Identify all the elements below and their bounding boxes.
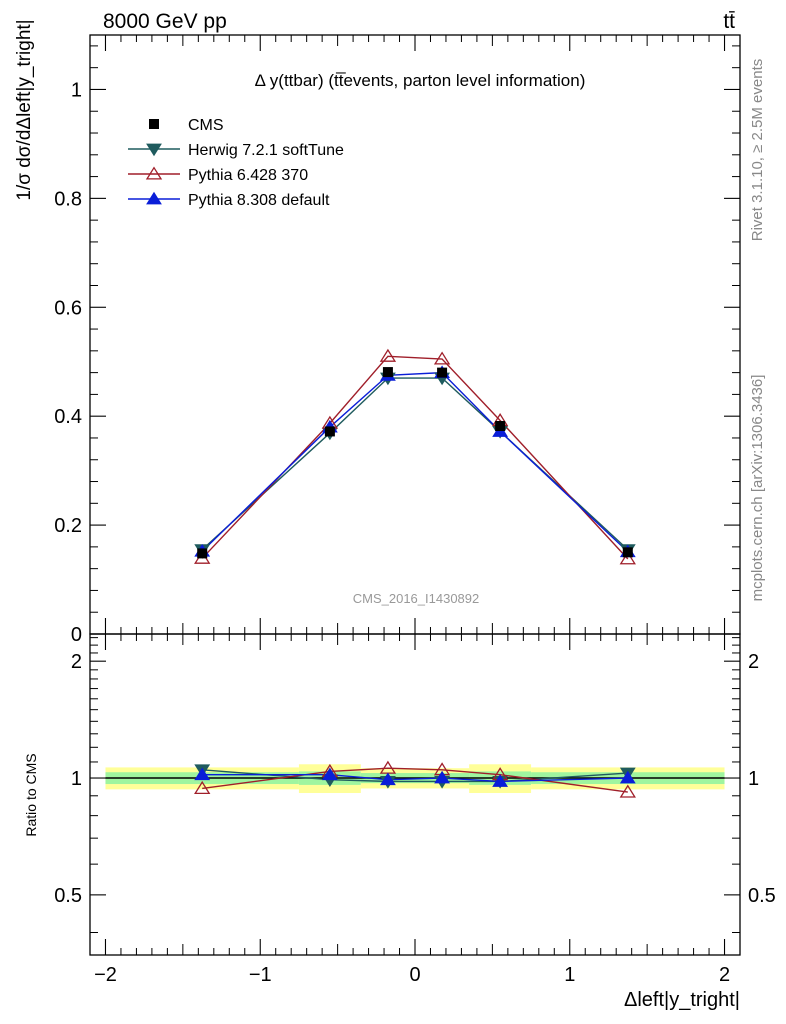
mc-point-marker <box>433 351 451 365</box>
ratio-tick-label-right: 2 <box>748 651 759 673</box>
energy-label: 8000 GeV pp <box>103 10 227 33</box>
data-point-marker <box>495 420 506 431</box>
legend-label: Pythia 8.308 default <box>188 192 330 209</box>
legend: CMS Herwig 7.2.1 softTune Pythia 6.428 370… <box>128 117 344 209</box>
x-tick-label: 1 <box>564 964 575 986</box>
series-lines <box>201 355 629 793</box>
series-markers <box>194 348 636 798</box>
data-point-marker <box>622 547 633 558</box>
mc-point-marker <box>619 551 636 565</box>
x-tick-label: −2 <box>94 964 117 986</box>
ratio-y-axis-label: Ratio to CMS <box>23 753 39 836</box>
data-point-marker <box>382 367 393 378</box>
mc-point-marker <box>619 784 636 798</box>
ratio-tick-label: 1 <box>71 768 82 790</box>
ratio-tick-label-right: 0.5 <box>748 885 776 907</box>
ratio-tick-label: 2 <box>71 651 82 673</box>
legend-label: CMS <box>188 117 224 134</box>
mcplots-label: mcplots.cern.ch [arXiv:1306.3436] <box>749 375 766 602</box>
y-axis-label: 1/σ dσ/dΔleft|y_tright| <box>14 19 35 200</box>
mc-point-marker <box>145 166 163 180</box>
data-point-marker <box>197 548 208 559</box>
mc-point-marker <box>380 772 396 786</box>
mc-point-marker <box>146 191 162 205</box>
ratio-series-line <box>202 769 628 783</box>
series-line <box>201 371 629 553</box>
y-tick-label: 1 <box>71 79 82 101</box>
ratio-tick-label: 0.5 <box>54 885 82 907</box>
ratio-panel-frame <box>89 633 741 956</box>
legend-label: Herwig 7.2.1 softTune <box>188 142 344 159</box>
mc-point-marker <box>379 348 397 362</box>
y-tick-label: 0.4 <box>54 406 82 428</box>
x-tick-label: 0 <box>409 964 420 986</box>
ratio-series-line <box>202 773 628 783</box>
x-tick-label: 2 <box>719 964 730 986</box>
ratio-tick-label-right: 1 <box>748 768 759 790</box>
data-point-marker <box>437 367 448 378</box>
x-axis-label: Δleft|y_tright| <box>624 989 740 1011</box>
mc-point-marker <box>619 770 636 784</box>
mc-point-marker <box>492 774 509 787</box>
y-tick-label: 0.2 <box>54 515 82 537</box>
mc-point-marker <box>146 143 162 157</box>
axes: −2 −1 0 1 2 0 0.2 0.4 0.6 0.8 1 0.5 0.5 1 1 2 2 <box>54 35 776 986</box>
mc-point-marker <box>321 767 338 781</box>
chart-title: Δ y(ttbar) (tt̅events, parton level info… <box>255 71 586 90</box>
data-point-marker <box>324 426 335 437</box>
y-tick-label: 0.8 <box>54 188 82 210</box>
series-line <box>201 377 629 551</box>
mc-point-marker <box>194 767 211 781</box>
analysis-label: CMS_2016_I1430892 <box>353 591 480 606</box>
data-point-marker <box>149 119 159 129</box>
legend-label: Pythia 6.428 370 <box>188 167 308 184</box>
y-tick-label: 0 <box>71 624 82 646</box>
mc-point-marker <box>434 770 450 784</box>
series-line <box>201 355 629 560</box>
rivet-label: Rivet 3.1.10, ≥ 2.5M events <box>749 59 766 242</box>
mc-point-marker <box>194 780 211 795</box>
x-tick-label: −1 <box>249 964 272 986</box>
process-label: tt̄ <box>723 10 735 33</box>
y-tick-label: 0.6 <box>54 297 82 319</box>
